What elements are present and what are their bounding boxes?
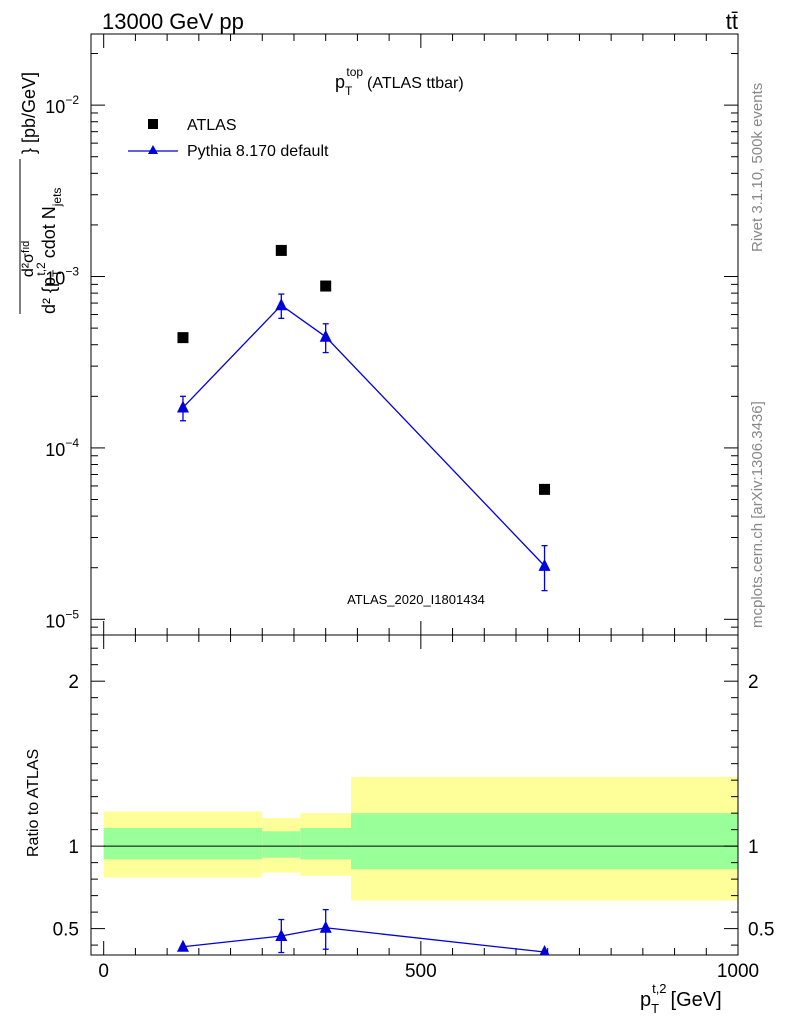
title-rest: (ATLAS ttbar) xyxy=(367,75,464,92)
xlabel-p: p xyxy=(640,989,651,1011)
x-tick-label: 500 xyxy=(405,961,437,982)
y-tick-label: 10−2 xyxy=(45,93,79,117)
title-sup: top xyxy=(346,65,363,79)
ratio-y-axis-label: Ratio to ATLAS xyxy=(25,749,42,857)
pythia-point xyxy=(176,400,189,413)
ratio-y-tick-label-right: 1 xyxy=(748,837,759,858)
ratio-y-tick-label-left: 2 xyxy=(68,672,79,693)
atlas-point xyxy=(539,483,551,495)
xlabel-rest: [GeV] xyxy=(671,989,722,1011)
plot-title: pTtop (ATLAS ttbar) xyxy=(335,65,464,98)
ylabel-den-rest: cdot N xyxy=(39,206,59,258)
ratio-panel: 0.5 0.5 1 1 2 2 0 500 1000 Ratio to ATLAS pTt,2 [… xyxy=(25,634,774,1016)
xlabel-sub: T xyxy=(651,1001,659,1016)
pythia-point xyxy=(319,329,332,342)
y-tick-exp: −2 xyxy=(65,93,79,107)
ratio-point xyxy=(176,939,189,952)
y-tick-base: 10 xyxy=(45,440,65,460)
ylabel-den-nsub: jets xyxy=(50,188,64,208)
ratio-ticks: 0.5 0.5 1 1 2 2 0 500 1000 xyxy=(53,635,774,982)
x-axis-label: pTt,2 [GeV] xyxy=(640,981,722,1016)
y-tick-exp: −5 xyxy=(65,607,79,621)
x-tick-label: 1000 xyxy=(717,961,759,982)
ratio-point xyxy=(539,945,550,955)
legend-atlas-label: ATLAS xyxy=(187,117,237,134)
legend-atlas-marker xyxy=(148,119,158,129)
ratio-data xyxy=(176,908,550,955)
atlas-point xyxy=(177,332,189,344)
rivet-version-label: Rivet 3.1.10, 500k events xyxy=(749,83,766,252)
ylabel-den-d: d² {p xyxy=(39,277,59,314)
pythia-point xyxy=(538,558,551,571)
atlas-point xyxy=(320,280,332,292)
y-tick-base: 10 xyxy=(45,97,65,117)
atlas-point xyxy=(275,244,287,256)
pythia-line xyxy=(182,304,546,567)
ratio-y-tick-label-left: 1 xyxy=(68,837,79,858)
y-tick-label: 10−4 xyxy=(45,436,79,460)
ratio-line xyxy=(182,927,545,953)
ylabel-den-sub: T xyxy=(50,269,64,277)
y-tick-label: 10−5 xyxy=(45,607,79,631)
ylabel-unit: } [pb/GeV] xyxy=(19,72,39,154)
process-label: tt̄ xyxy=(726,9,738,34)
collision-energy-label: 13000 GeV pp xyxy=(102,9,244,34)
title-p: p xyxy=(335,72,345,92)
legend-pythia-label: Pythia 8.170 default xyxy=(187,143,329,160)
ratio-plot-frame xyxy=(90,634,739,956)
uncertainty-band-inner xyxy=(262,831,301,858)
xlabel-sup: t,2 xyxy=(652,981,666,996)
y-tick-base: 10 xyxy=(45,269,65,289)
y-tick-exp: −3 xyxy=(65,265,79,279)
ylabel-denominator: d² {pTt,2 cdot Njets xyxy=(34,188,64,314)
ylabel-numerator: d²σᶠᶦᵈ xyxy=(20,241,37,277)
ratio-y-tick-label-right: 2 xyxy=(748,672,759,693)
ratio-y-tick-label-right: 0.5 xyxy=(748,920,774,941)
legend-pythia-marker xyxy=(148,145,158,154)
main-y-axis-label: d²σᶠᶦᵈ d² {pTt,2 cdot Njets } [pb/GeV] xyxy=(19,72,64,314)
ratio-series xyxy=(176,908,550,955)
uncertainty-band-inner xyxy=(351,813,738,870)
pythia-point xyxy=(275,298,288,311)
ylabel-den-sup: t,2 xyxy=(34,262,48,276)
ratio-y-tick-label-left: 0.5 xyxy=(53,920,79,941)
main-data xyxy=(176,244,551,592)
ratio-bands xyxy=(103,776,738,901)
uncertainty-band-inner xyxy=(103,827,263,860)
ratio-point xyxy=(275,929,288,942)
uncertainty-band-inner xyxy=(300,827,352,860)
title-sub: T xyxy=(345,84,353,98)
ratio-point xyxy=(319,920,332,933)
main-ticks: 10−210−310−410−5 xyxy=(45,34,739,635)
y-tick-base: 10 xyxy=(45,611,65,631)
legend: ATLAS Pythia 8.170 default xyxy=(128,117,329,160)
mcplots-label: mcplots.cern.ch [arXiv:1306.3436] xyxy=(749,401,766,628)
y-tick-label: 10−3 xyxy=(45,265,79,289)
x-tick-label: 0 xyxy=(98,961,109,982)
main-panel: 10−210−310−410−5 pTtop(ATLAS ttbar) ATLA… xyxy=(19,33,739,636)
analysis-watermark: ATLAS_2020_I1801434 xyxy=(347,592,485,607)
y-tick-exp: −4 xyxy=(65,436,79,450)
